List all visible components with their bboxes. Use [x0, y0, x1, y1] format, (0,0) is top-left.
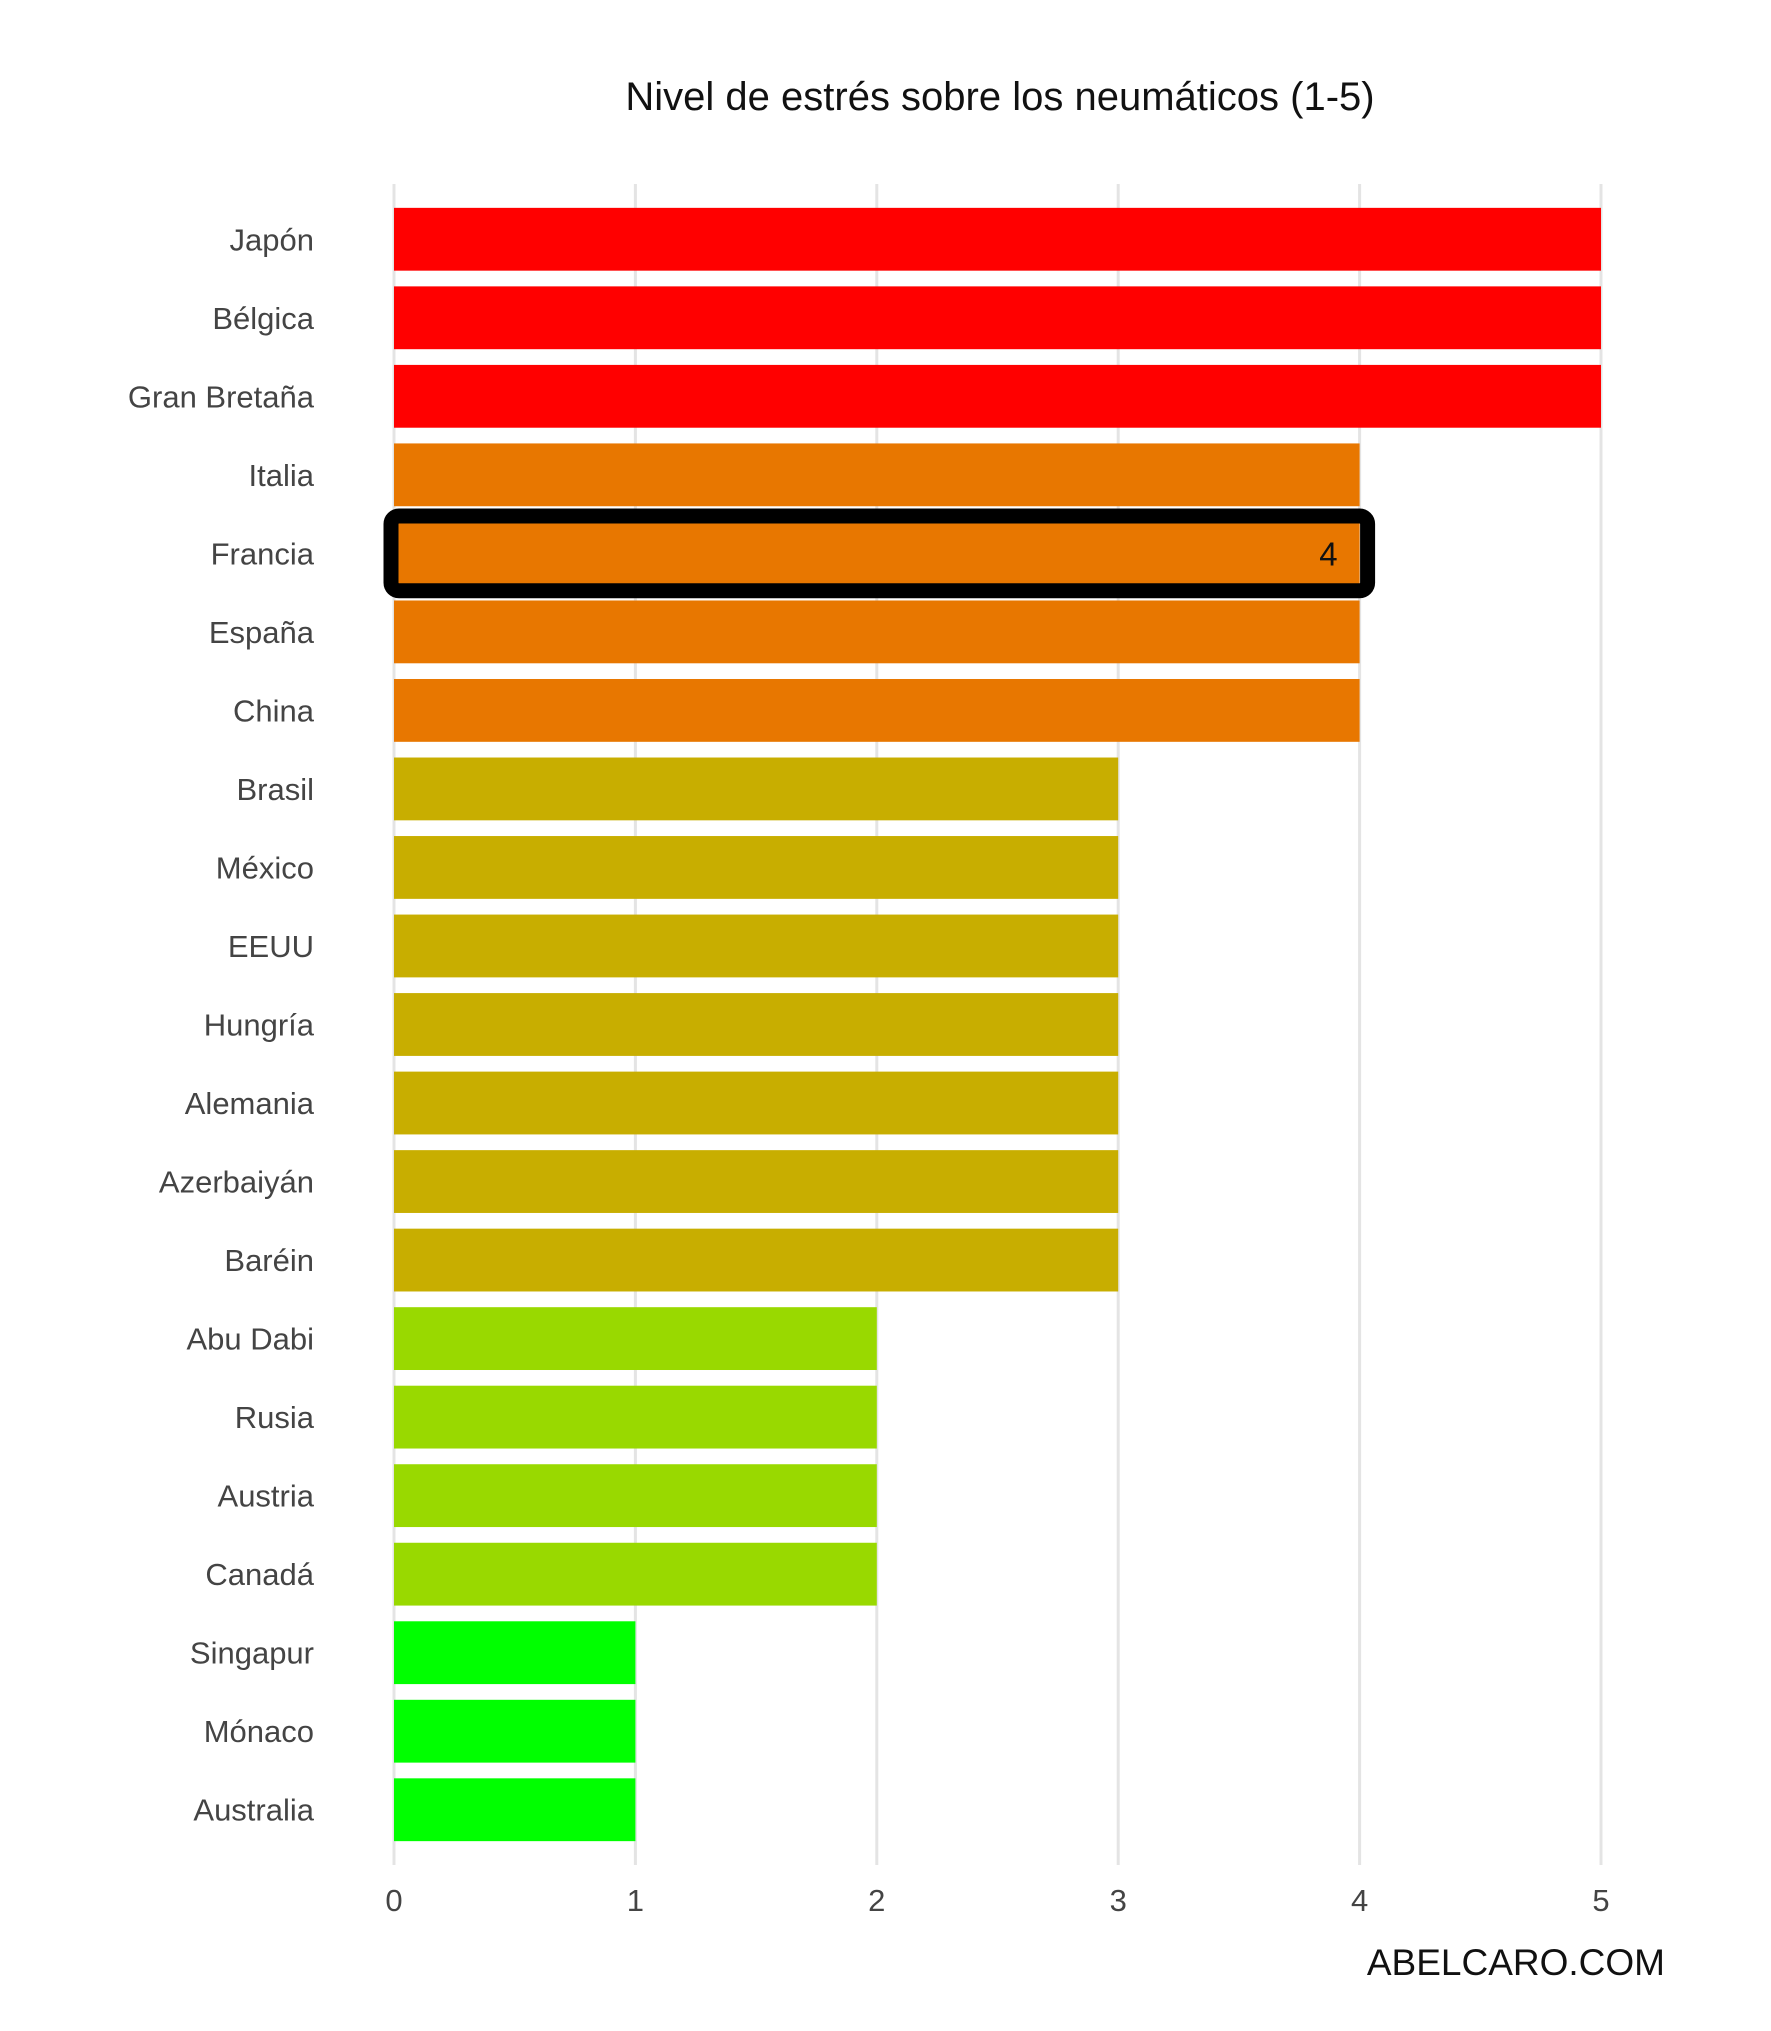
- data-label-francia: 4: [1319, 535, 1337, 572]
- bar-china: [394, 678, 1360, 742]
- bar-hungria: [394, 993, 1119, 1056]
- category-label-mexico: México: [216, 850, 314, 885]
- bar-barein: [394, 1228, 1119, 1292]
- chart-title: Nivel de estrés sobre los neumáticos (1-…: [625, 75, 1374, 119]
- category-label-australia: Australia: [193, 1793, 314, 1828]
- category-label-brasil: Brasil: [236, 772, 314, 807]
- category-label-hungria: Hungría: [204, 1008, 315, 1043]
- highlight-outline: [383, 508, 1376, 599]
- x-tick-label-4: 4: [1351, 1883, 1368, 1918]
- bar-francia: [394, 521, 1360, 585]
- x-tick-labels: 0 1 2 3 4 5: [385, 1883, 1609, 1918]
- category-label-rusia: Rusia: [235, 1400, 315, 1435]
- bar-belgica: [394, 286, 1601, 350]
- bar-eeuu: [394, 914, 1119, 978]
- bar-gran-bretana: [394, 364, 1601, 428]
- category-label-eeuu: EEUU: [228, 929, 314, 964]
- category-label-azerbaiyan: Azerbaiyán: [159, 1165, 314, 1200]
- category-label-alemania: Alemania: [185, 1086, 315, 1121]
- bar-singapur: [394, 1621, 636, 1685]
- bar-alemania: [394, 1071, 1119, 1135]
- bar-rusia: [394, 1385, 877, 1449]
- bar-australia: [394, 1778, 636, 1842]
- bar-austria: [394, 1464, 877, 1528]
- x-tick-label-0: 0: [385, 1883, 402, 1918]
- bar-abu-dabi: [394, 1307, 877, 1371]
- category-label-gran-bretana: Gran Bretaña: [128, 379, 315, 414]
- chart-caption: ABELCARO.COM: [1367, 1942, 1665, 1983]
- bar-monaco: [394, 1699, 636, 1763]
- category-label-singapur: Singapur: [190, 1636, 314, 1671]
- category-labels: Japón Bélgica Gran Bretaña Italia Francia Esp…: [128, 222, 315, 1827]
- category-label-japon: Japón: [230, 222, 314, 257]
- bar-espana: [394, 600, 1360, 664]
- category-label-canada: Canadá: [205, 1557, 314, 1592]
- bar-brasil: [394, 757, 1119, 821]
- x-tick-label-3: 3: [1110, 1883, 1127, 1918]
- bar-japon: [394, 207, 1601, 271]
- bar-italia: [394, 443, 1360, 507]
- bar-canada: [394, 1542, 877, 1606]
- category-label-francia: Francia: [211, 536, 315, 571]
- category-label-barein: Baréin: [224, 1243, 314, 1278]
- category-label-abu-dabi: Abu Dabi: [186, 1322, 314, 1357]
- x-tick-label-1: 1: [627, 1883, 644, 1918]
- x-tick-label-5: 5: [1592, 1883, 1609, 1918]
- bar-mexico: [394, 836, 1119, 899]
- category-label-belgica: Bélgica: [212, 301, 314, 336]
- x-tick-label-2: 2: [868, 1883, 885, 1918]
- category-label-monaco: Mónaco: [204, 1714, 314, 1749]
- category-label-espana: España: [209, 615, 315, 650]
- category-label-italia: Italia: [249, 458, 315, 493]
- highlight: 4: [383, 508, 1376, 599]
- bar-azerbaiyan: [394, 1150, 1119, 1213]
- category-label-austria: Austria: [218, 1479, 315, 1514]
- category-label-china: China: [233, 693, 315, 728]
- bars: [394, 207, 1601, 1842]
